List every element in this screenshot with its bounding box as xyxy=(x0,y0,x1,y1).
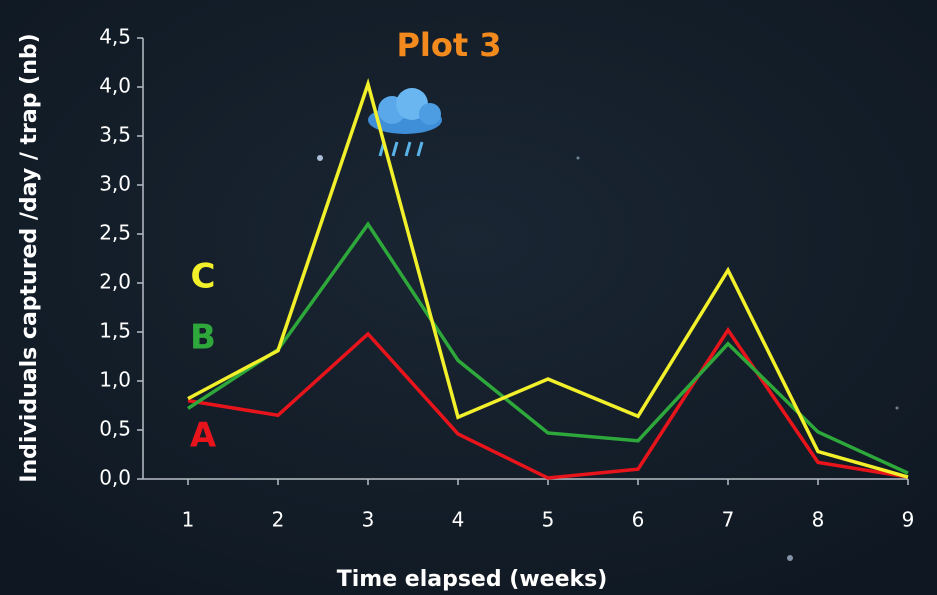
star xyxy=(576,156,580,160)
series-line xyxy=(187,326,909,480)
x-axis-label: Time elapsed (weeks) xyxy=(337,567,608,592)
series-line xyxy=(187,221,909,475)
star xyxy=(895,406,899,410)
y-tick-label: 4,5 xyxy=(99,25,131,49)
x-tick-label: 4 xyxy=(452,508,465,532)
x-tick-label: 1 xyxy=(182,508,195,532)
x-tick-label: 7 xyxy=(722,508,735,532)
y-tick-label: 1,0 xyxy=(99,368,131,392)
y-axis-label: Individuals captured /day / trap (nb) xyxy=(17,33,42,482)
y-tick-label: 0,5 xyxy=(99,417,131,441)
legend-label: A xyxy=(190,416,217,456)
y-tick-label: 2,0 xyxy=(99,270,131,294)
x-tick-label: 2 xyxy=(272,508,285,532)
rain-cloud-icon xyxy=(368,88,442,157)
legend-label: C xyxy=(191,257,216,297)
x-tick-label: 6 xyxy=(632,508,645,532)
y-tick-label: 0,0 xyxy=(99,466,131,490)
y-tick-label: 4,0 xyxy=(99,74,131,98)
legend-label: B xyxy=(190,318,216,358)
y-tick-label: 2,5 xyxy=(99,221,131,245)
x-tick-label: 8 xyxy=(812,508,825,532)
star xyxy=(787,555,793,561)
x-tick-label: 9 xyxy=(902,508,915,532)
x-tick-label: 3 xyxy=(362,508,375,532)
star xyxy=(317,155,323,161)
y-tick-label: 1,5 xyxy=(99,319,131,343)
x-tick-label: 5 xyxy=(542,508,555,532)
y-tick-label: 3,5 xyxy=(99,123,131,147)
y-tick-label: 3,0 xyxy=(99,172,131,196)
chart-title: Plot 3 xyxy=(396,26,501,64)
series-line xyxy=(187,78,909,479)
